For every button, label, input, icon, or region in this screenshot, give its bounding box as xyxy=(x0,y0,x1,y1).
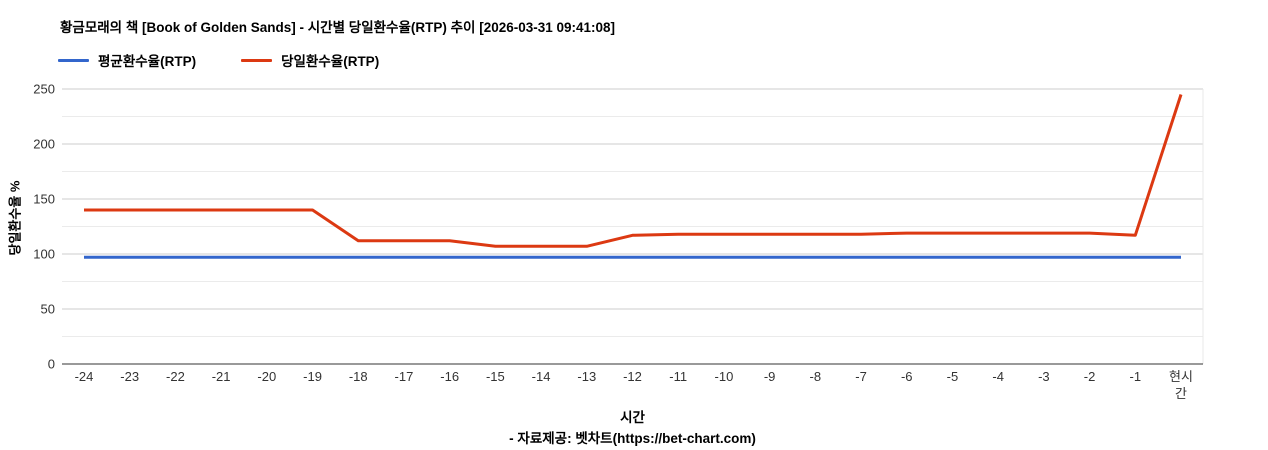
x-tick-label: -22 xyxy=(166,369,185,384)
x-tick-label: -17 xyxy=(395,369,414,384)
x-tick-label: -2 xyxy=(1084,369,1096,384)
daily-rtp-line-swatch xyxy=(241,58,273,62)
x-tick-label: -3 xyxy=(1038,369,1050,384)
x-tick-label: -9 xyxy=(764,369,776,384)
y-tick-label: 200 xyxy=(33,137,55,152)
legend: 평균환수율(RTP) 당일환수율(RTP) xyxy=(58,50,379,70)
x-tick-label: -16 xyxy=(440,369,459,384)
x-tick-label: -8 xyxy=(810,369,822,384)
x-tick-label: -23 xyxy=(120,369,139,384)
x-tick-label: -15 xyxy=(486,369,505,384)
x-tick-label: -24 xyxy=(75,369,94,384)
source-credit: - 자료제공: 벳차트(https://bet-chart.com) xyxy=(509,431,756,446)
x-axis-title: 시간 xyxy=(620,410,645,425)
y-tick-label: 250 xyxy=(33,82,55,97)
x-tick-label: -19 xyxy=(303,369,322,384)
x-tick-label: 간 xyxy=(1175,386,1187,401)
x-tick-label: -18 xyxy=(349,369,368,384)
y-tick-label: 0 xyxy=(48,357,55,372)
chart-title: 황금모래의 책 [Book of Golden Sands] - 시간별 당일환… xyxy=(60,20,616,35)
x-tick-label: -14 xyxy=(532,369,551,384)
x-tick-label: -4 xyxy=(992,369,1004,384)
x-tick-label: -21 xyxy=(212,369,231,384)
x-tick-label: -12 xyxy=(623,369,642,384)
y-tick-label: 100 xyxy=(33,247,55,262)
x-tick-label: -11 xyxy=(669,369,687,384)
x-tick-label: -1 xyxy=(1130,369,1142,384)
y-tick-label: 150 xyxy=(33,192,55,207)
legend-item-average-rtp: 평균환수율(RTP) xyxy=(58,50,196,70)
x-tick-label: 현시 xyxy=(1169,369,1193,384)
legend-item-daily-rtp: 당일환수율(RTP) xyxy=(241,50,379,70)
y-tick-label: 50 xyxy=(41,302,55,317)
legend-label-daily-rtp: 당일환수율(RTP) xyxy=(281,54,380,69)
legend-label-average-rtp: 평균환수율(RTP) xyxy=(98,54,197,69)
x-tick-label: -7 xyxy=(855,369,867,384)
x-tick-label: -6 xyxy=(901,369,913,384)
average-rtp-line-swatch xyxy=(58,58,89,62)
daily-rtp-line xyxy=(84,94,1183,248)
y-axis-title: 당일환수율 % xyxy=(7,180,23,256)
x-tick-label: -13 xyxy=(577,369,596,384)
x-tick-label: -20 xyxy=(257,369,276,384)
x-tick-label: -5 xyxy=(947,369,959,384)
x-tick-label: -10 xyxy=(715,369,734,384)
